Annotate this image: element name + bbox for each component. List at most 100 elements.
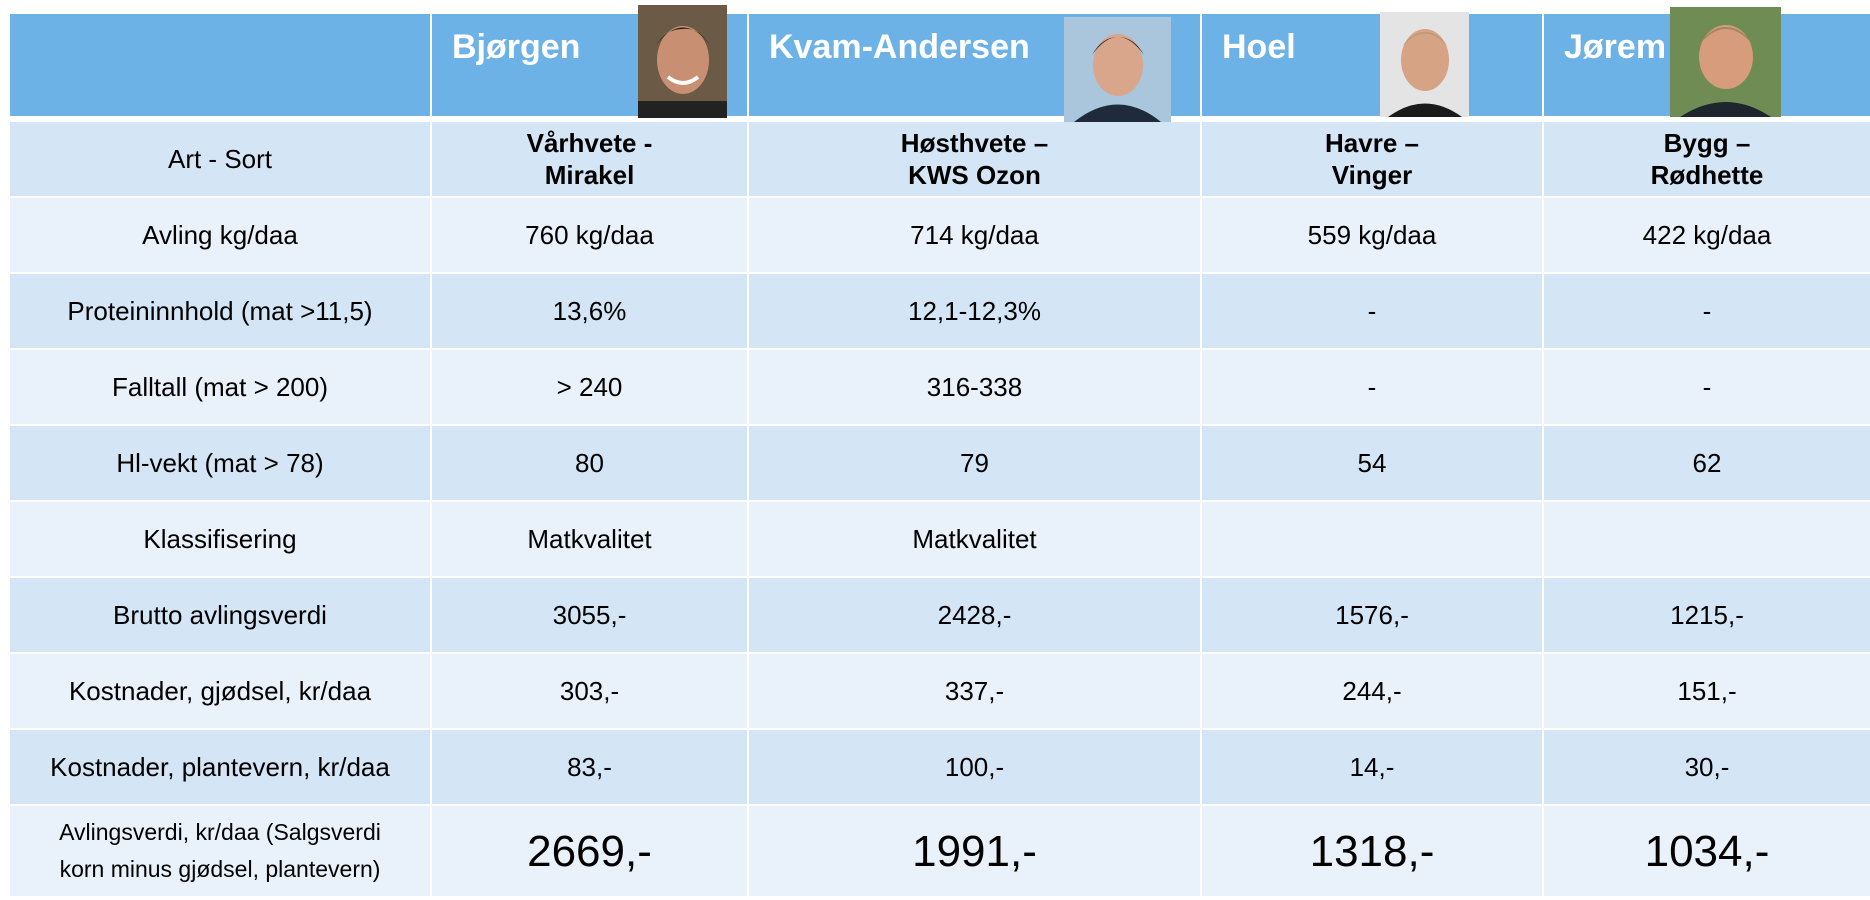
value-cell: Vårhvete -Mirakel [432,122,747,196]
value-text: 3055,- [553,599,627,632]
value-text: 2669,- [527,824,652,879]
value-cell: 760 kg/daa [432,198,747,272]
value-text: - [1703,371,1712,404]
value-cell: 1576,- [1202,578,1542,652]
value-cell: 1318,- [1202,806,1542,896]
value-text: 1034,- [1645,824,1770,879]
value-cell: 714 kg/daa [749,198,1200,272]
value-text: Matkvalitet [912,523,1036,556]
value-text: 422 kg/daa [1643,219,1772,252]
header-cell [10,14,430,116]
value-cell: - [1544,274,1870,348]
value-text: 54 [1358,447,1387,480]
value-text: KWS Ozon [908,159,1041,192]
value-text: 760 kg/daa [525,219,654,252]
value-text: 13,6% [553,295,627,328]
value-cell: 54 [1202,426,1542,500]
column-name: Hoel [1222,26,1296,69]
value-text: 303,- [560,675,619,708]
value-text: 1318,- [1310,824,1435,879]
row-label: Hl-vekt (mat > 78) [10,426,430,500]
label-text: korn minus gjødsel, plantevern) [60,851,381,888]
value-text: Høsthvete – [901,127,1048,160]
value-text: 2428,- [938,599,1012,632]
photo [1064,17,1171,122]
value-cell: 1034,- [1544,806,1870,896]
label-text: Falltall (mat > 200) [112,371,328,404]
value-cell: 80 [432,426,747,500]
value-text: > 240 [557,371,623,404]
row-label: Kostnader, plantevern, kr/daa [10,730,430,804]
value-text: 244,- [1342,675,1401,708]
label-text: Brutto avlingsverdi [113,599,327,632]
value-text: 62 [1693,447,1722,480]
header-cell: Hoel [1202,14,1542,116]
value-cell: 422 kg/daa [1544,198,1870,272]
value-cell: 1991,- [749,806,1200,896]
value-cell: - [1544,350,1870,424]
value-cell: Matkvalitet [749,502,1200,576]
value-text: 1576,- [1335,599,1409,632]
value-text: - [1368,295,1377,328]
value-cell: 303,- [432,654,747,728]
value-cell: 151,- [1544,654,1870,728]
value-cell: 3055,- [432,578,747,652]
value-text: 100,- [945,751,1004,784]
value-text: 337,- [945,675,1004,708]
value-text: 151,- [1677,675,1736,708]
value-cell: Havre –Vinger [1202,122,1542,196]
value-text: 14,- [1350,751,1395,784]
label-text: Avling kg/daa [142,219,298,252]
row-label: Falltall (mat > 200) [10,350,430,424]
value-text: 559 kg/daa [1308,219,1437,252]
label-text: Kostnader, gjødsel, kr/daa [69,675,371,708]
value-text: 316-338 [927,371,1022,404]
column-name: Jørem [1564,26,1666,69]
value-text: Matkvalitet [527,523,651,556]
value-text: 1215,- [1670,599,1744,632]
value-text: Mirakel [545,159,635,192]
value-cell: 559 kg/daa [1202,198,1542,272]
label-text: Art - Sort [168,143,272,176]
value-text: 714 kg/daa [910,219,1039,252]
value-cell: 316-338 [749,350,1200,424]
row-label: Klassifisering [10,502,430,576]
value-cell: Matkvalitet [432,502,747,576]
photo [1380,12,1469,117]
label-text: Kostnader, plantevern, kr/daa [50,751,390,784]
value-cell: 2428,- [749,578,1200,652]
row-label: Kostnader, gjødsel, kr/daa [10,654,430,728]
label-text: Proteininnhold (mat >11,5) [67,295,372,328]
value-cell: - [1202,274,1542,348]
label-text: Avlingsverdi, kr/daa (Salgsverdi [59,814,381,851]
value-cell: 1215,- [1544,578,1870,652]
value-cell: Høsthvete –KWS Ozon [749,122,1200,196]
value-text: 1991,- [912,824,1037,879]
value-cell: 12,1-12,3% [749,274,1200,348]
value-cell: - [1202,350,1542,424]
value-cell: 337,- [749,654,1200,728]
row-label: Brutto avlingsverdi [10,578,430,652]
value-cell: 30,- [1544,730,1870,804]
value-text: - [1703,295,1712,328]
value-cell: 13,6% [432,274,747,348]
value-cell: 2669,- [432,806,747,896]
value-cell: 79 [749,426,1200,500]
row-label: Proteininnhold (mat >11,5) [10,274,430,348]
value-cell: Bygg –Rødhette [1544,122,1870,196]
slide: BjørgenKvam-AndersenHoelJøremArt - SortV… [0,0,1870,900]
column-name: Kvam-Andersen [769,26,1030,69]
row-label: Art - Sort [10,122,430,196]
value-text: 12,1-12,3% [908,295,1041,328]
value-cell: 14,- [1202,730,1542,804]
value-text: - [1368,371,1377,404]
value-text: 79 [960,447,989,480]
value-text: Vinger [1332,159,1412,192]
value-cell: 100,- [749,730,1200,804]
label-text: Klassifisering [143,523,296,556]
value-cell: > 240 [432,350,747,424]
label-text: Hl-vekt (mat > 78) [116,447,323,480]
photo [638,5,727,118]
value-text: 83,- [567,751,612,784]
